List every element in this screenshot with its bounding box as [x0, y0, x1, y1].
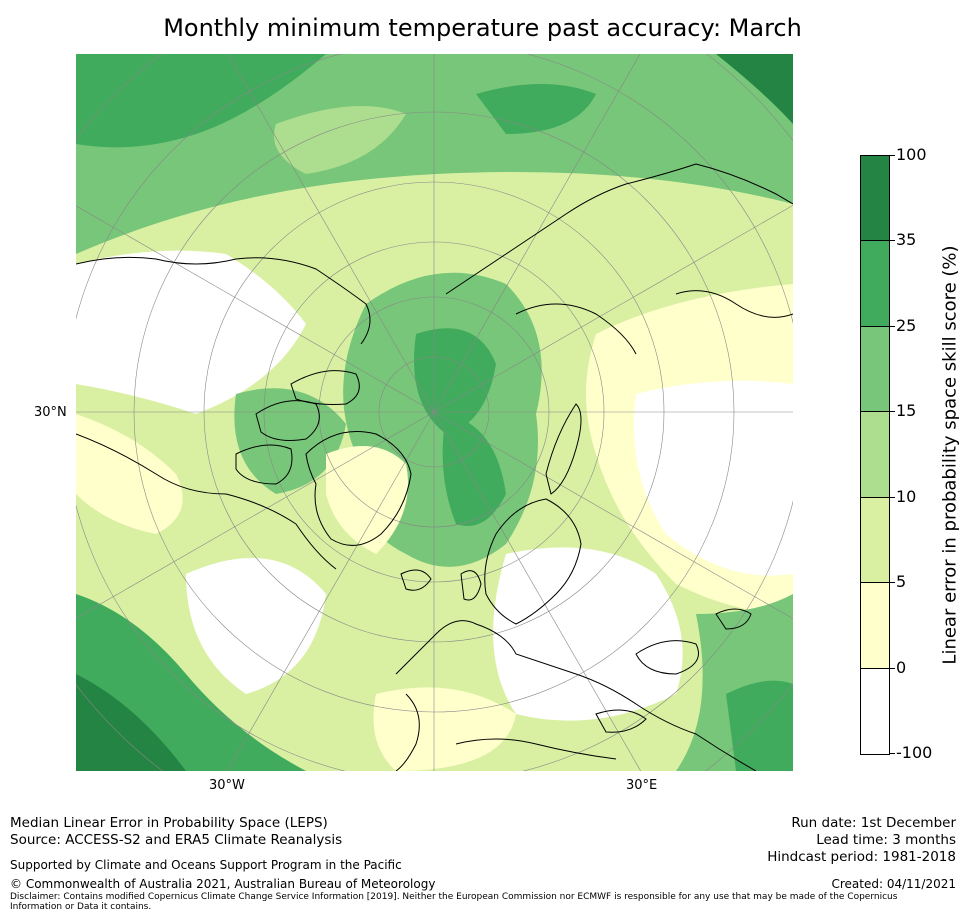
lat-label-30n: 30°N — [34, 405, 67, 420]
map-panel — [76, 54, 793, 771]
skill-region-top-right — [716, 54, 793, 124]
skill-region-bottom-left-dark — [76, 674, 186, 771]
colorbar-label: Linear error in probability space skill … — [939, 245, 961, 665]
colorbar-tick-mark — [890, 240, 895, 242]
coastlines — [76, 163, 793, 771]
skill-region-arctic-core — [414, 328, 496, 434]
colorbar-band — [860, 411, 890, 498]
footer-method: Median Linear Error in Probability Space… — [10, 815, 328, 831]
footer-support: Supported by Climate and Oceans Support … — [10, 858, 402, 872]
colorbar-tick-mark — [890, 155, 895, 156]
skill-region-pacific-pale — [274, 106, 406, 174]
colorbar-tick-mark — [890, 411, 895, 413]
colorbar-band — [860, 582, 890, 669]
colorbar — [860, 155, 890, 755]
colorbar-tick-label: 100 — [896, 145, 927, 164]
footer-disclaimer: Disclaimer: Contains modified Copernicus… — [10, 892, 898, 912]
colorbar-band — [860, 240, 890, 327]
skill-region-europe — [493, 547, 683, 721]
colorbar-tick-mark — [890, 496, 895, 498]
colorbar-band — [860, 325, 890, 413]
chart-title: Monthly minimum temperature past accurac… — [163, 14, 802, 42]
footer-source: Source: ACCESS-S2 and ERA5 Climate Reana… — [10, 832, 343, 848]
colorbar-tick-label: -100 — [896, 743, 933, 762]
colorbar-tick-mark — [890, 582, 895, 584]
colorbar-tick-label: 10 — [896, 486, 917, 506]
colorbar-tick-label: 5 — [896, 572, 907, 592]
footer-created: Created: 04/11/2021 — [831, 877, 956, 891]
colorbar-band — [860, 155, 890, 242]
skill-region-barents — [442, 414, 506, 526]
colorbar-tick-mark — [890, 753, 895, 754]
skill-region-pacific-green — [476, 84, 596, 134]
footer-run-date: Run date: 1st December — [791, 815, 956, 831]
lon-label-30e: 30°E — [626, 778, 658, 793]
colorbar-tick-label: 0 — [896, 657, 907, 677]
colorbar-tick-label: 25 — [896, 315, 917, 335]
footer-hindcast: Hindcast period: 1981-2018 — [767, 849, 956, 865]
graticule — [76, 54, 793, 771]
skill-region-alaska — [76, 250, 306, 414]
colorbar-tick-label: 35 — [896, 230, 917, 250]
footer-copyright: © Commonwealth of Australia 2021, Austra… — [10, 877, 436, 891]
colorbar-tick-mark — [890, 667, 895, 669]
skill-region-canada-yellow — [76, 414, 183, 534]
colorbar-tick-mark — [890, 325, 895, 327]
skill-region-bottom-right-dark — [726, 680, 793, 771]
skill-region-top-left — [76, 54, 326, 148]
skill-region-hudson — [234, 388, 346, 494]
colorbar-band — [860, 496, 890, 584]
footer-lead-time: Lead time: 3 months — [816, 832, 956, 848]
colorbar-band — [860, 667, 890, 755]
skill-region-siberia-white — [634, 380, 793, 576]
lon-label-30w: 30°W — [209, 778, 245, 793]
polar-map — [76, 54, 793, 771]
colorbar-tick-label: 15 — [896, 401, 917, 421]
